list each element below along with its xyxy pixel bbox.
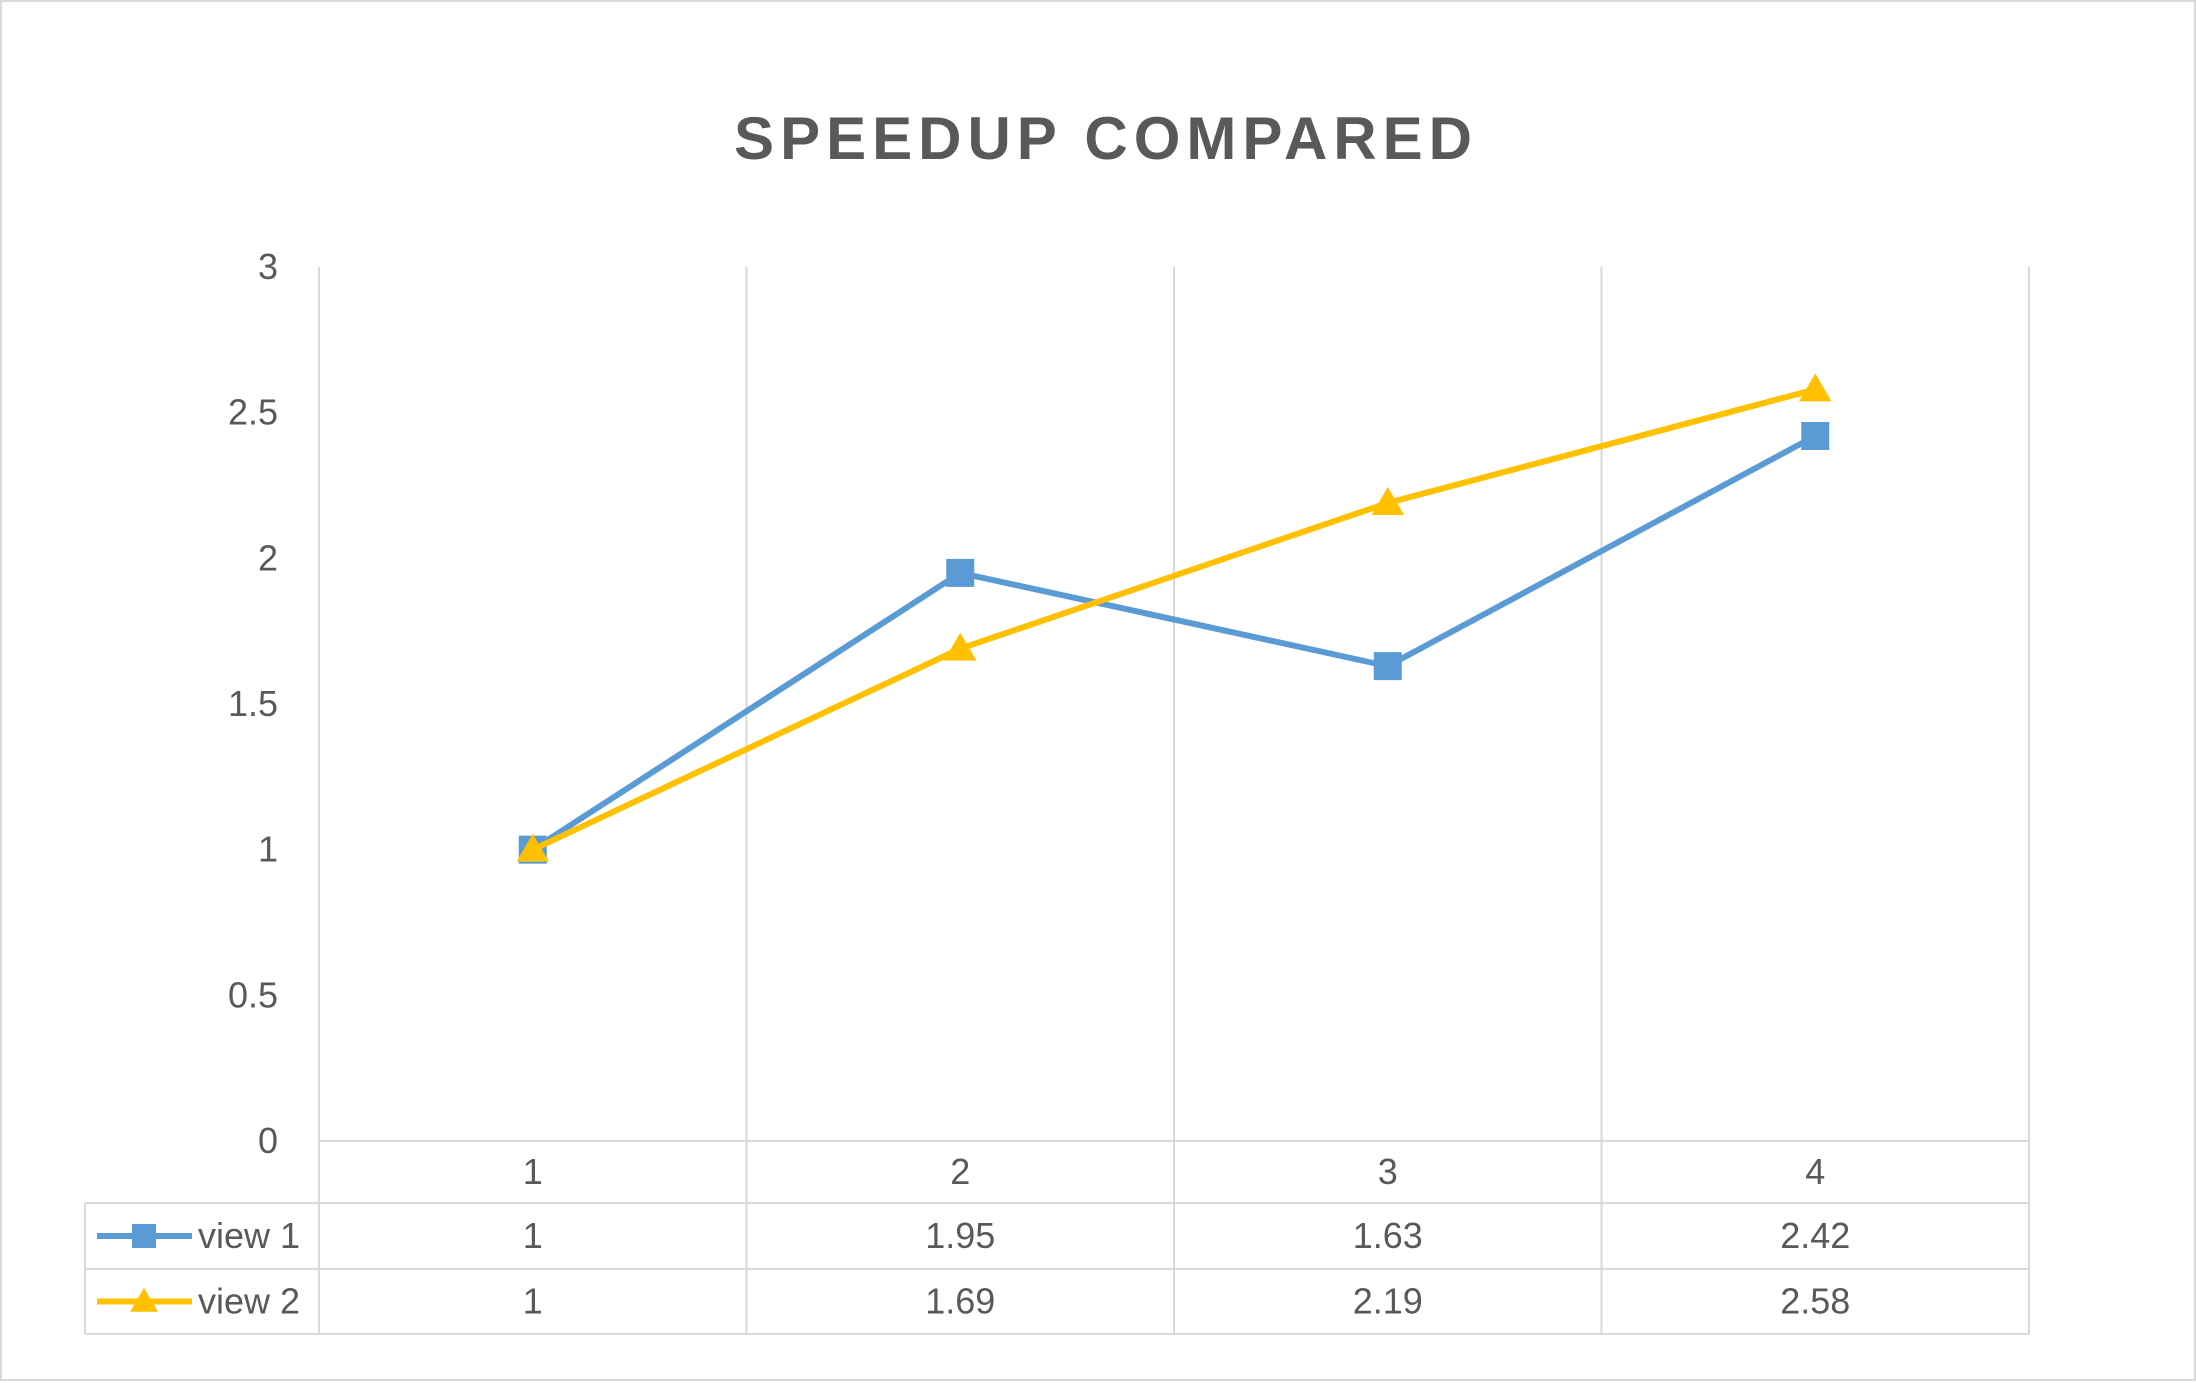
y-axis-ticks: 0 0.5 1 1.5 2 2.5 3 — [228, 246, 278, 1161]
x-category-label: 1 — [523, 1151, 543, 1192]
x-category-label: 3 — [1378, 1151, 1398, 1192]
table-value-cell: 1.95 — [925, 1215, 995, 1256]
table-value-cell: 1 — [523, 1281, 543, 1322]
data-point-marker — [946, 558, 975, 587]
data-point-marker — [1373, 652, 1402, 681]
series-1 — [518, 421, 1830, 864]
data-point-marker — [1371, 487, 1404, 515]
chart-title: SPEEDUP COMPARED — [734, 105, 1478, 172]
y-tick-label: 1.5 — [228, 683, 278, 724]
data-point-marker — [1801, 421, 1830, 450]
legend-marker — [132, 1224, 156, 1248]
table-value-cell: 2.58 — [1780, 1281, 1850, 1322]
legend-label: view 1 — [198, 1215, 300, 1256]
data-point-marker — [944, 632, 977, 661]
series-2 — [516, 373, 1832, 862]
x-category-label: 2 — [950, 1151, 970, 1192]
y-tick-label: 2 — [258, 537, 278, 578]
data-table: 1 2 3 4 view 1 1 1.95 1.63 2.42 view 2 1 1.69 2.19 2.… — [84, 1140, 2029, 1335]
table-value-cell: 1 — [523, 1215, 543, 1256]
y-tick-label: 0.5 — [228, 974, 278, 1015]
legend-label: view 2 — [198, 1281, 300, 1322]
table-value-cell: 1.63 — [1353, 1215, 1423, 1256]
series-layer — [516, 373, 1832, 864]
grid-layer — [318, 267, 2030, 1334]
table-value-cell: 1.69 — [925, 1281, 995, 1322]
x-category-label: 4 — [1805, 1151, 1825, 1192]
y-tick-label: 3 — [258, 246, 278, 287]
y-tick-label: 0 — [258, 1120, 278, 1161]
legend-marker — [130, 1287, 158, 1312]
table-value-cell: 2.42 — [1780, 1215, 1850, 1256]
series-line — [531, 386, 1817, 853]
data-point-marker — [516, 833, 549, 862]
series-line — [531, 433, 1817, 853]
y-tick-label: 2.5 — [228, 392, 278, 433]
y-tick-label: 1 — [258, 829, 278, 870]
table-value-cell: 2.19 — [1353, 1281, 1423, 1322]
data-point-marker — [1799, 373, 1832, 402]
